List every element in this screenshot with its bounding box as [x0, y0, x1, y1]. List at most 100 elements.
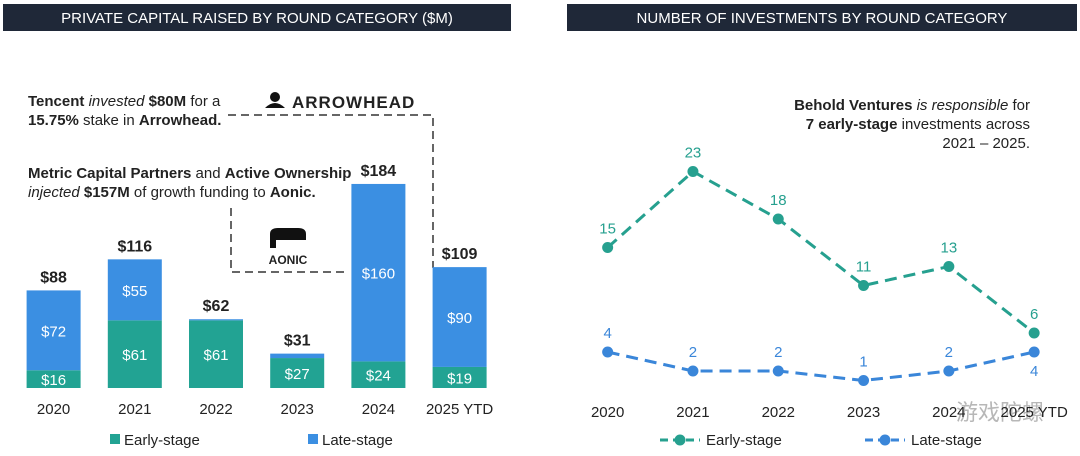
- bar-segment: [107, 320, 162, 388]
- point: [772, 365, 784, 377]
- bar-segment: [26, 370, 81, 388]
- point: [858, 280, 870, 291]
- annotation: 15.75% stake in Arrowhead.: [28, 112, 221, 129]
- value-label: 18: [770, 192, 787, 209]
- line: [607, 350, 1035, 383]
- bar-segment: [351, 183, 406, 362]
- annotation-run: of growth funding to: [130, 184, 270, 201]
- annotation-run: and: [191, 165, 224, 182]
- chart-title: NUMBER OF INVESTMENTS BY ROUND CATEGORY: [637, 10, 1008, 27]
- value-label: 2: [945, 344, 953, 361]
- annotation-run: invested: [89, 93, 149, 110]
- x-tick-label: 2025 YTD: [1001, 404, 1068, 421]
- annotation: 7 early-stage investments across: [806, 116, 1030, 133]
- point: [687, 166, 699, 177]
- point: [943, 261, 955, 272]
- bar-segment: [26, 290, 81, 371]
- x-tick-label: 2020: [591, 404, 624, 421]
- total-label: $116: [117, 238, 152, 255]
- x-tick-label: 2024: [362, 401, 395, 418]
- annotation-run: investments across: [897, 116, 1030, 133]
- aonic-logo: AONIC: [269, 228, 308, 267]
- annotation-run: for: [1008, 97, 1030, 114]
- annotation-run: Aonic.: [270, 184, 316, 201]
- annotation-run: is responsible: [912, 97, 1008, 114]
- point: [602, 242, 614, 253]
- bar-segment: [270, 358, 325, 388]
- annotation-run: Metric Capital Partners: [28, 165, 191, 182]
- bar-segment: [351, 361, 406, 388]
- arrowhead-logo: ARROWHEAD: [265, 92, 415, 112]
- point: [772, 213, 784, 225]
- value-label: $16: [41, 372, 66, 389]
- point: [858, 375, 870, 386]
- legend-label: Late-stage: [322, 432, 393, 449]
- line: [606, 169, 1036, 335]
- annotation-run: Tencent: [28, 93, 89, 110]
- legend-label: Early-stage: [124, 432, 200, 449]
- value-label: 1: [859, 354, 867, 371]
- logo-text: AONIC: [269, 253, 308, 267]
- value-label: 15: [599, 221, 616, 238]
- title-bar: [3, 4, 511, 31]
- connector: [228, 114, 434, 268]
- annotation-run: 7 early-stage: [806, 116, 898, 133]
- annotation-run: $80M: [149, 93, 187, 110]
- annotation: Metric Capital Partners and Active Owner…: [28, 165, 351, 182]
- x-tick-label: 2020: [37, 401, 70, 418]
- total-label: $31: [284, 333, 311, 350]
- value-label: 13: [941, 240, 958, 257]
- annotation-run: stake in: [79, 112, 139, 129]
- legend-label: Early-stage: [706, 432, 782, 449]
- x-tick-label: 2023: [281, 401, 314, 418]
- total-label: $109: [442, 246, 478, 263]
- value-label: 4: [603, 325, 611, 342]
- watermark: 游戏陀螺: [956, 400, 1044, 425]
- annotation: injected $157M of growth funding to Aoni…: [28, 184, 316, 201]
- annotation-run: Active Ownership: [225, 165, 352, 182]
- annotation: Behold Ventures is responsible for: [794, 97, 1030, 114]
- x-tick-label: 2024: [932, 404, 965, 421]
- point: [1028, 346, 1040, 358]
- point: [943, 365, 955, 377]
- annotation-run: Behold Ventures: [794, 97, 912, 114]
- x-tick-label: 2023: [847, 404, 880, 421]
- total-label: $62: [203, 298, 230, 315]
- bar-segment: [270, 353, 325, 359]
- point: [687, 365, 699, 377]
- title-bar: [567, 4, 1077, 31]
- bar-segment: [432, 366, 487, 388]
- point: [602, 346, 614, 358]
- legend-swatch: [110, 434, 120, 444]
- value-label: 6: [1030, 306, 1038, 323]
- annotation: Tencent invested $80M for a: [28, 93, 221, 110]
- bar-segment: [189, 319, 243, 321]
- annotation-run: injected: [28, 184, 84, 201]
- annotation-run: 15.75%: [28, 112, 79, 129]
- annotation: 2021 – 2025.: [942, 135, 1030, 152]
- logo-text: ARROWHEAD: [292, 93, 415, 112]
- x-tick-label: 2022: [762, 404, 795, 421]
- total-label: $184: [361, 163, 397, 180]
- legend-marker: [879, 434, 891, 446]
- value-label: $61: [203, 347, 228, 364]
- annotation-run: 2021 – 2025.: [942, 135, 1030, 152]
- value-label: $90: [447, 310, 472, 327]
- legend-label: Late-stage: [911, 432, 982, 449]
- value-label: 23: [685, 145, 702, 162]
- annotation-run: for a: [186, 93, 221, 110]
- point: [1028, 327, 1040, 339]
- x-tick-label: 2025 YTD: [426, 401, 493, 418]
- legend-swatch: [308, 434, 318, 444]
- value-label: $55: [122, 283, 147, 300]
- value-label: $61: [122, 347, 147, 364]
- value-label: 2: [774, 344, 782, 361]
- annotation-run: $157M: [84, 184, 130, 201]
- bar-segment: [432, 267, 487, 367]
- total-label: $88: [40, 269, 67, 286]
- value-label: $19: [447, 370, 472, 387]
- chart-title: PRIVATE CAPITAL RAISED BY ROUND CATEGORY…: [61, 10, 453, 27]
- value-label: $72: [41, 323, 66, 340]
- x-tick-label: 2022: [199, 401, 232, 418]
